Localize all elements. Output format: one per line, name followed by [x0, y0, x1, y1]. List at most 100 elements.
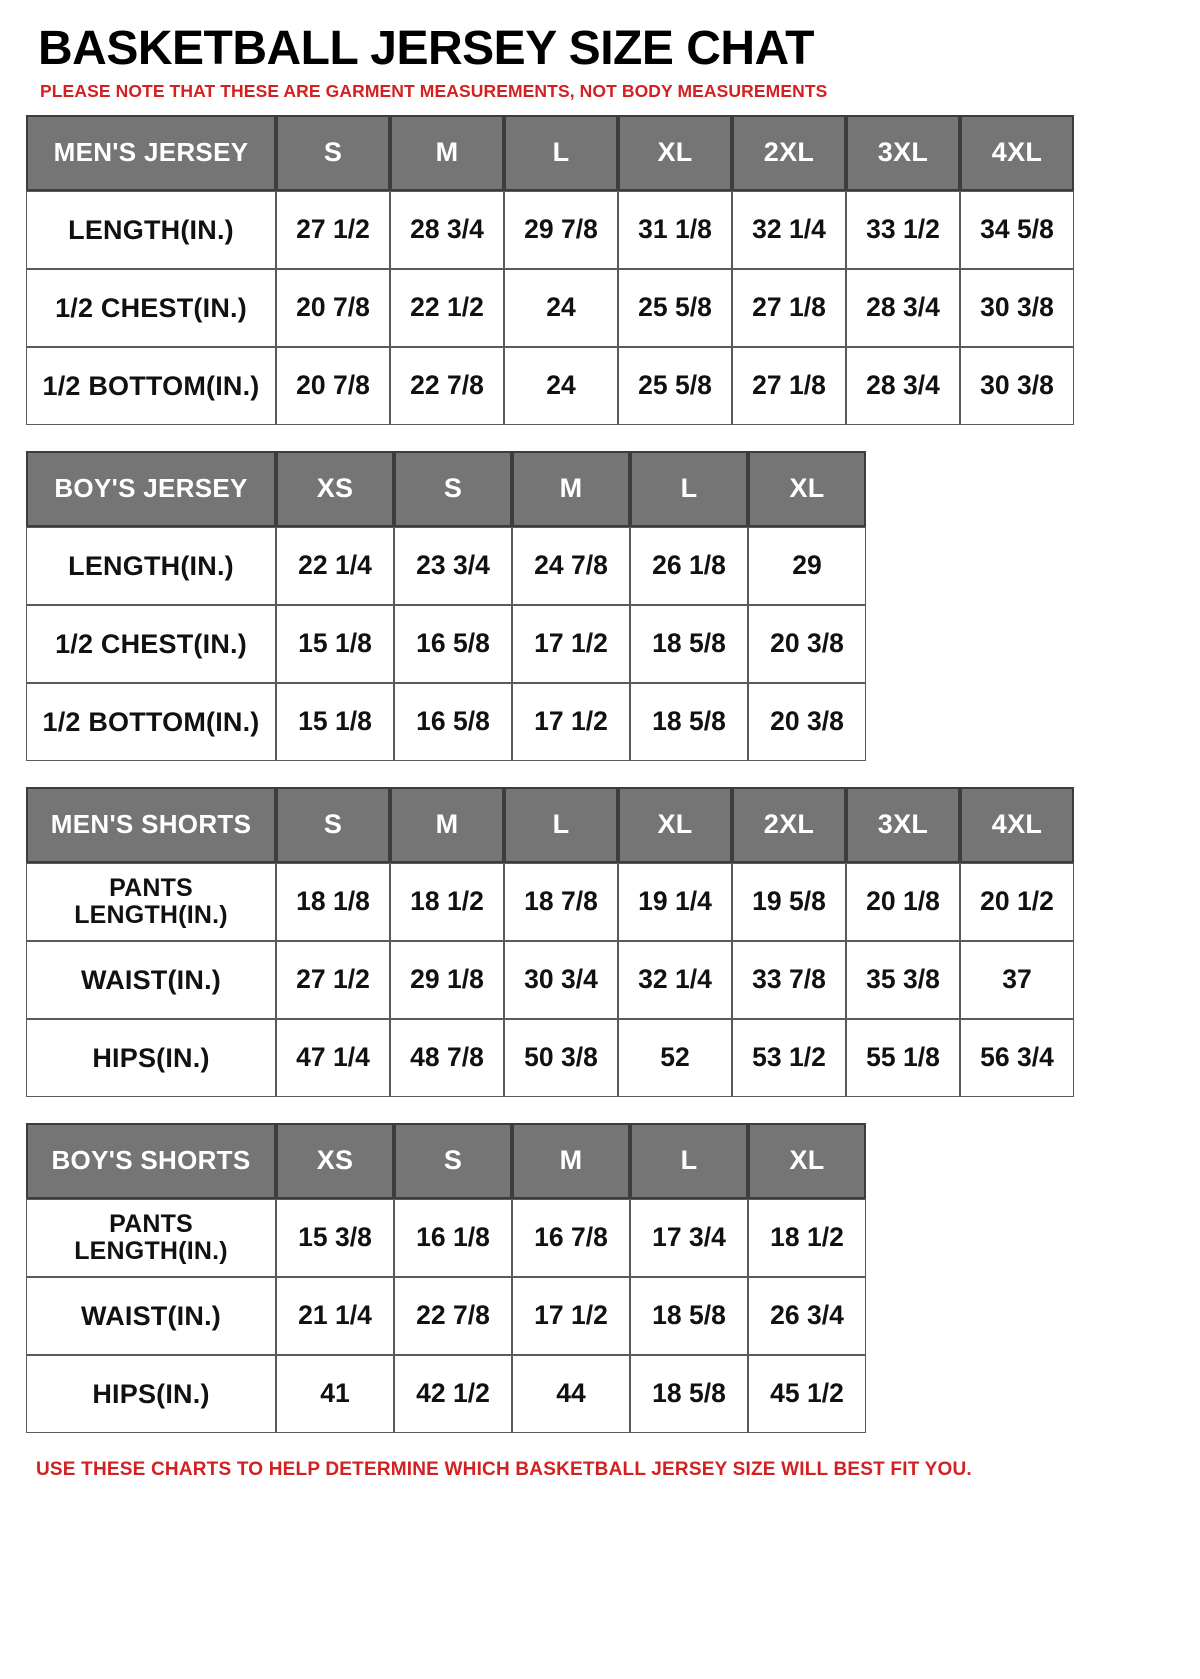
cell-value: 31 1/8: [618, 190, 732, 269]
cell-value: 27 1/8: [732, 346, 846, 425]
table-mens-shorts: MEN'S SHORTS S M L XL 2XL 3XL 4XL PANTS …: [26, 786, 1074, 1097]
cell-value: 25 5/8: [618, 346, 732, 425]
cell-value: 22 7/8: [390, 346, 504, 425]
cell-value: 30 3/4: [504, 940, 618, 1019]
cell-value: 52: [618, 1018, 732, 1097]
table-header-row: MEN'S SHORTS S M L XL 2XL 3XL 4XL: [26, 786, 1074, 863]
cell-value: 44: [512, 1354, 630, 1433]
column-header-l: L: [504, 114, 618, 191]
cell-value: 18 1/8: [276, 862, 390, 941]
cell-value: 45 1/2: [748, 1354, 866, 1433]
cell-value: 17 1/2: [512, 604, 630, 683]
row-label-half-bottom: 1/2 BOTTOM(IN.): [26, 346, 276, 425]
cell-value: 18 5/8: [630, 604, 748, 683]
cell-value: 47 1/4: [276, 1018, 390, 1097]
cell-value: 20 1/8: [846, 862, 960, 941]
row-label-half-chest: 1/2 CHEST(IN.): [26, 604, 276, 683]
column-header-2xl: 2XL: [732, 786, 846, 863]
column-header-2xl: 2XL: [732, 114, 846, 191]
footer-note: USE THESE CHARTS TO HELP DETERMINE WHICH…: [36, 1458, 972, 1480]
table-title-boys-shorts: BOY'S SHORTS: [26, 1122, 276, 1199]
row-label-pants-length: PANTS LENGTH(IN.): [26, 1198, 276, 1277]
cell-value: 50 3/8: [504, 1018, 618, 1097]
cell-value: 19 1/4: [618, 862, 732, 941]
cell-value: 20 7/8: [276, 268, 390, 347]
column-header-m: M: [390, 114, 504, 191]
cell-value: 27 1/2: [276, 190, 390, 269]
cell-value: 30 3/8: [960, 346, 1074, 425]
garment-measurement-note: PLEASE NOTE THAT THESE ARE GARMENT MEASU…: [40, 81, 828, 102]
cell-value: 29: [748, 526, 866, 605]
cell-value: 28 3/4: [846, 346, 960, 425]
table-row: 1/2 BOTTOM(IN.) 15 1/8 16 5/8 17 1/2 18 …: [26, 682, 866, 761]
column-header-m: M: [512, 450, 630, 527]
cell-value: 15 1/8: [276, 604, 394, 683]
column-header-xl: XL: [748, 1122, 866, 1199]
cell-value: 18 5/8: [630, 1354, 748, 1433]
cell-value: 20 1/2: [960, 862, 1074, 941]
column-header-xs: XS: [276, 1122, 394, 1199]
size-chart-page: BASKETBALL JERSEY SIZE CHAT PLEASE NOTE …: [0, 23, 1200, 1480]
cell-value: 29 1/8: [390, 940, 504, 1019]
cell-value: 24: [504, 346, 618, 425]
table-row: 1/2 BOTTOM(IN.) 20 7/8 22 7/8 24 25 5/8 …: [26, 346, 1074, 425]
column-header-4xl: 4XL: [960, 786, 1074, 863]
column-header-3xl: 3XL: [846, 114, 960, 191]
cell-value: 18 1/2: [748, 1198, 866, 1277]
table-row: HIPS(IN.) 41 42 1/2 44 18 5/8 45 1/2: [26, 1354, 866, 1433]
column-header-m: M: [390, 786, 504, 863]
row-label-line-1: PANTS: [109, 873, 193, 902]
cell-value: 33 1/2: [846, 190, 960, 269]
cell-value: 26 3/4: [748, 1276, 866, 1355]
cell-value: 27 1/2: [276, 940, 390, 1019]
cell-value: 34 5/8: [960, 190, 1074, 269]
cell-value: 20 3/8: [748, 682, 866, 761]
cell-value: 53 1/2: [732, 1018, 846, 1097]
table-header-row: BOY'S SHORTS XS S M L XL: [26, 1122, 866, 1199]
cell-value: 21 1/4: [276, 1276, 394, 1355]
row-label-hips: HIPS(IN.): [26, 1354, 276, 1433]
cell-value: 17 1/2: [512, 682, 630, 761]
cell-value: 32 1/4: [618, 940, 732, 1019]
column-header-s: S: [276, 114, 390, 191]
cell-value: 33 7/8: [732, 940, 846, 1019]
cell-value: 41: [276, 1354, 394, 1433]
table-mens-jersey: MEN'S JERSEY S M L XL 2XL 3XL 4XL LENGTH…: [26, 114, 1074, 425]
cell-value: 24 7/8: [512, 526, 630, 605]
cell-value: 32 1/4: [732, 190, 846, 269]
cell-value: 28 3/4: [846, 268, 960, 347]
cell-value: 25 5/8: [618, 268, 732, 347]
column-header-xl: XL: [748, 450, 866, 527]
cell-value: 18 5/8: [630, 682, 748, 761]
cell-value: 19 5/8: [732, 862, 846, 941]
column-header-s: S: [394, 450, 512, 527]
cell-value: 56 3/4: [960, 1018, 1074, 1097]
row-label-line-1: PANTS: [109, 1209, 193, 1238]
row-label-half-bottom: 1/2 BOTTOM(IN.): [26, 682, 276, 761]
row-label-length: LENGTH(IN.): [26, 190, 276, 269]
size-tables-container: MEN'S JERSEY S M L XL 2XL 3XL 4XL LENGTH…: [0, 114, 1200, 1433]
row-label-line-2: LENGTH(IN.): [74, 1236, 228, 1265]
cell-value: 24: [504, 268, 618, 347]
column-header-3xl: 3XL: [846, 786, 960, 863]
cell-value: 55 1/8: [846, 1018, 960, 1097]
cell-value: 48 7/8: [390, 1018, 504, 1097]
table-header-row: MEN'S JERSEY S M L XL 2XL 3XL 4XL: [26, 114, 1074, 191]
table-row: WAIST(IN.) 21 1/4 22 7/8 17 1/2 18 5/8 2…: [26, 1276, 866, 1355]
cell-value: 16 5/8: [394, 682, 512, 761]
row-label-hips: HIPS(IN.): [26, 1018, 276, 1097]
cell-value: 22 1/2: [390, 268, 504, 347]
cell-value: 16 1/8: [394, 1198, 512, 1277]
cell-value: 22 7/8: [394, 1276, 512, 1355]
row-label-half-chest: 1/2 CHEST(IN.): [26, 268, 276, 347]
cell-value: 30 3/8: [960, 268, 1074, 347]
cell-value: 28 3/4: [390, 190, 504, 269]
column-header-m: M: [512, 1122, 630, 1199]
column-header-xs: XS: [276, 450, 394, 527]
table-title-mens-shorts: MEN'S SHORTS: [26, 786, 276, 863]
cell-value: 18 1/2: [390, 862, 504, 941]
row-label-length: LENGTH(IN.): [26, 526, 276, 605]
table-row: WAIST(IN.) 27 1/2 29 1/8 30 3/4 32 1/4 3…: [26, 940, 1074, 1019]
cell-value: 18 7/8: [504, 862, 618, 941]
column-header-s: S: [394, 1122, 512, 1199]
